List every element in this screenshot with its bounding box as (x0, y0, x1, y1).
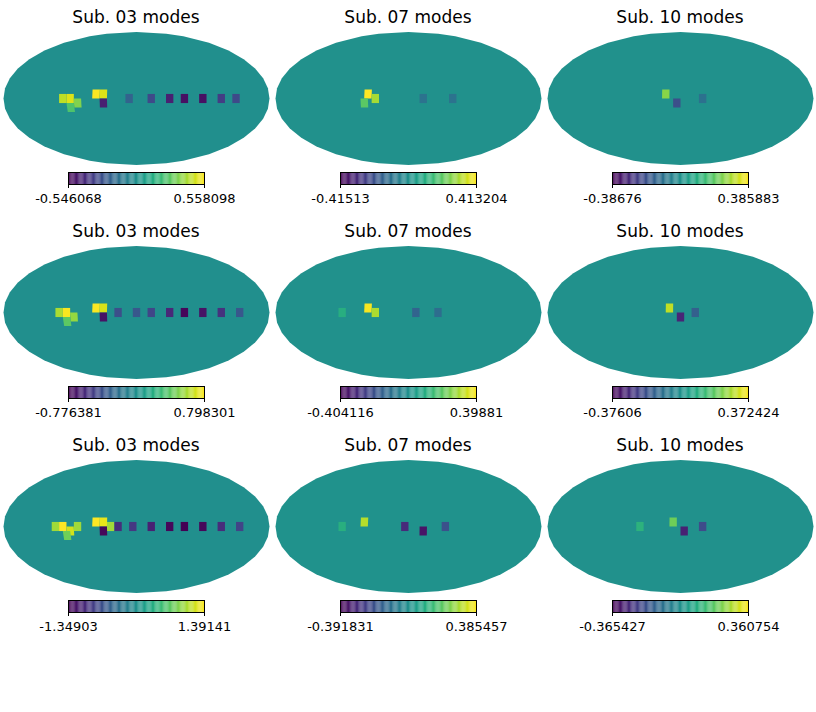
svg-text:0.798301: 0.798301 (173, 405, 235, 420)
html-text:Sub. 07 modes: Sub. 07 modes (344, 221, 472, 241)
svg-text:0.413204: 0.413204 (445, 191, 507, 206)
html-text:Sub. 10 modes: Sub. 10 modes (616, 221, 744, 241)
svg-text:-0.365427: -0.365427 (579, 619, 646, 634)
svg-text:-0.37606: -0.37606 (583, 405, 641, 420)
html-text:Sub. 03 modes: Sub. 03 modes (72, 7, 200, 27)
svg-text:1.39141: 1.39141 (178, 619, 232, 634)
svg-text:-1.34903: -1.34903 (39, 619, 97, 634)
html-text:Sub. 10 modes: Sub. 10 modes (616, 435, 744, 455)
html-text:Sub. 03 modes: Sub. 03 modes (72, 221, 200, 241)
html-text:Sub. 10 modes: Sub. 10 modes (616, 7, 744, 27)
html-text:Sub. 07 modes: Sub. 07 modes (344, 7, 472, 27)
svg-text:0.39881: 0.39881 (450, 405, 504, 420)
svg-text:0.385883: 0.385883 (717, 191, 779, 206)
html-text:Sub. 03 modes: Sub. 03 modes (72, 435, 200, 455)
html-text:Sub. 07 modes: Sub. 07 modes (344, 435, 472, 455)
svg-text:-0.38676: -0.38676 (583, 191, 641, 206)
svg-text:0.372424: 0.372424 (717, 405, 779, 420)
svg-text:-0.546068: -0.546068 (35, 191, 102, 206)
svg-text:-0.404116: -0.404116 (307, 405, 374, 420)
svg-text:0.385457: 0.385457 (445, 619, 507, 634)
svg-text:-0.776381: -0.776381 (35, 405, 102, 420)
svg-text:0.360754: 0.360754 (717, 619, 779, 634)
svg-text:-0.391831: -0.391831 (307, 619, 374, 634)
svg-text:0.558098: 0.558098 (173, 191, 235, 206)
svg-text:-0.41513: -0.41513 (311, 191, 369, 206)
